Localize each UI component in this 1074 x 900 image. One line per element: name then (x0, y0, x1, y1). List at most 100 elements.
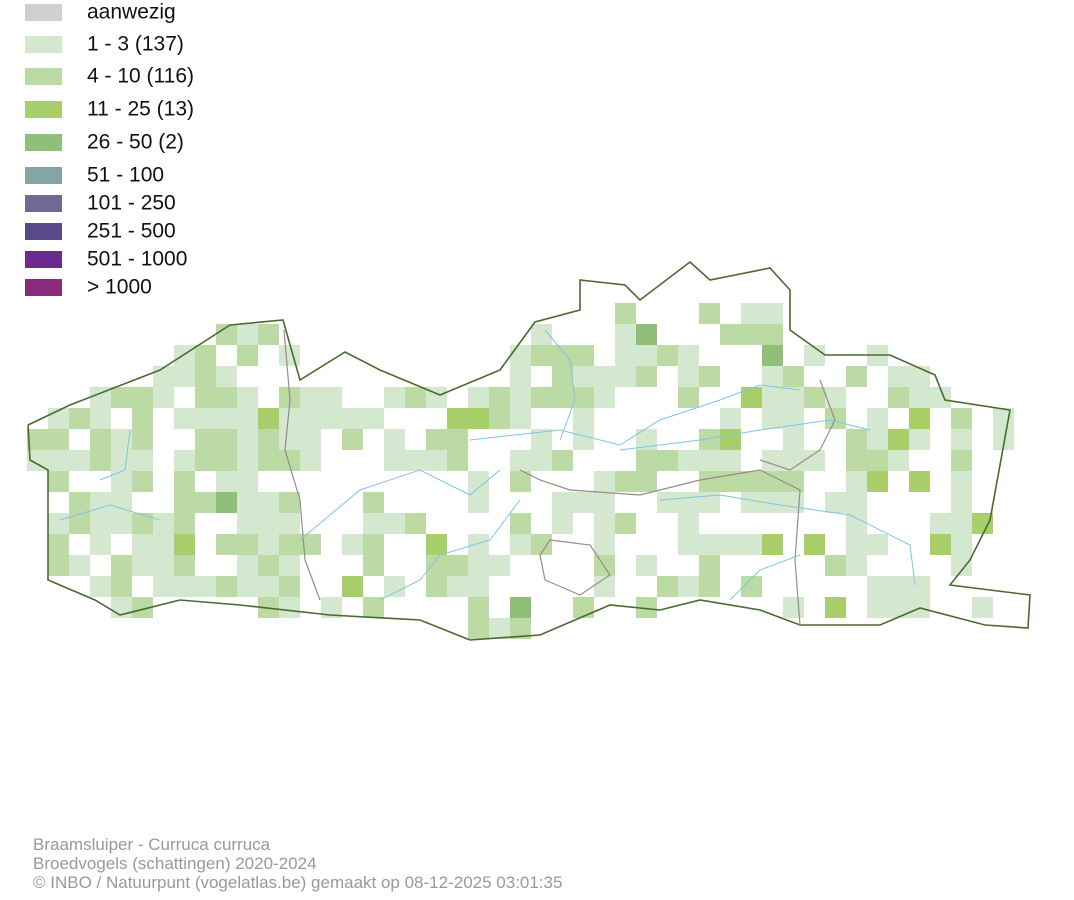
grid-cell (132, 387, 153, 408)
legend-swatch (25, 195, 62, 212)
province-border (283, 329, 836, 626)
grid-cell (552, 450, 573, 471)
grid-cell (720, 324, 741, 345)
grid-cell (48, 471, 69, 492)
grid-cell (468, 597, 489, 618)
grid-cell (552, 366, 573, 387)
grid-cell (174, 450, 195, 471)
grid-cell (888, 576, 909, 597)
grid-cell (468, 471, 489, 492)
grid-cell (216, 387, 237, 408)
grid-cell (279, 597, 300, 618)
grid-cell (216, 492, 237, 513)
grid-cell (468, 576, 489, 597)
grid-cell (69, 450, 90, 471)
grid-cell (363, 492, 384, 513)
grid-cell (867, 597, 888, 618)
grid-cell (489, 408, 510, 429)
grid-cell (426, 387, 447, 408)
grid-cell (951, 408, 972, 429)
grid-cell (741, 324, 762, 345)
grid-cell (279, 576, 300, 597)
grid-cell (237, 408, 258, 429)
grid-cell (237, 345, 258, 366)
grid-cell (594, 555, 615, 576)
legend-label: 501 - 1000 (87, 248, 187, 271)
grid-cell (699, 555, 720, 576)
grid-cell (132, 429, 153, 450)
grid-cell (762, 324, 783, 345)
grid-cell (615, 324, 636, 345)
grid-cell (342, 408, 363, 429)
grid-cell (552, 492, 573, 513)
grid-cell (384, 513, 405, 534)
grid-cell (216, 450, 237, 471)
grid-cell (174, 534, 195, 555)
grid-cell (888, 450, 909, 471)
grid-cell (216, 471, 237, 492)
grid-cell (804, 345, 825, 366)
grid-cell (237, 387, 258, 408)
grid-cell (699, 492, 720, 513)
grid-cell (237, 429, 258, 450)
grid-cell (237, 324, 258, 345)
grid-cell (384, 576, 405, 597)
grid-cell (111, 576, 132, 597)
grid-cell (888, 597, 909, 618)
grid-cell (300, 429, 321, 450)
grid-cell (888, 429, 909, 450)
grid-cell (636, 450, 657, 471)
grid-cell (636, 366, 657, 387)
grid-cell (90, 576, 111, 597)
grid-cell (468, 534, 489, 555)
grid-cell (951, 450, 972, 471)
grid-cell (111, 471, 132, 492)
grid-cell (153, 513, 174, 534)
grid-cell (489, 618, 510, 639)
grid-cell (594, 492, 615, 513)
river (59, 329, 916, 601)
grid-cell (216, 324, 237, 345)
grid-cell (783, 408, 804, 429)
grid-cell (363, 408, 384, 429)
grid-cell (678, 534, 699, 555)
grid-cell (510, 597, 531, 618)
grid-cell (993, 408, 1014, 429)
grid-cell (657, 345, 678, 366)
grid-cell (174, 408, 195, 429)
grid-cell (594, 366, 615, 387)
grid-cell (720, 429, 741, 450)
grid-cell (657, 576, 678, 597)
grid-cell (90, 408, 111, 429)
grid-cell (489, 555, 510, 576)
grid-cell (699, 450, 720, 471)
grid-cell (321, 408, 342, 429)
grid-cell (132, 450, 153, 471)
grid-cell (888, 387, 909, 408)
grid-cell (363, 513, 384, 534)
grid-cell (699, 576, 720, 597)
grid-cell (300, 387, 321, 408)
grid-cell (405, 513, 426, 534)
legend-label: 11 - 25 (13) (87, 98, 194, 121)
grid-cells (27, 303, 1014, 639)
grid-cell (132, 471, 153, 492)
grid-cell (216, 408, 237, 429)
grid-cell (279, 345, 300, 366)
grid-cell (720, 534, 741, 555)
grid-cell (195, 429, 216, 450)
grid-cell (300, 534, 321, 555)
grid-cell (111, 513, 132, 534)
grid-cell (153, 555, 174, 576)
grid-cell (510, 366, 531, 387)
grid-cell (951, 471, 972, 492)
grid-cell (867, 576, 888, 597)
grid-cell (720, 408, 741, 429)
grid-cell (216, 534, 237, 555)
grid-cell (615, 345, 636, 366)
grid-cell (678, 450, 699, 471)
footer-line: © INBO / Natuurpunt (vogelatlas.be) gema… (33, 873, 562, 892)
grid-cell (90, 534, 111, 555)
grid-cell (573, 429, 594, 450)
